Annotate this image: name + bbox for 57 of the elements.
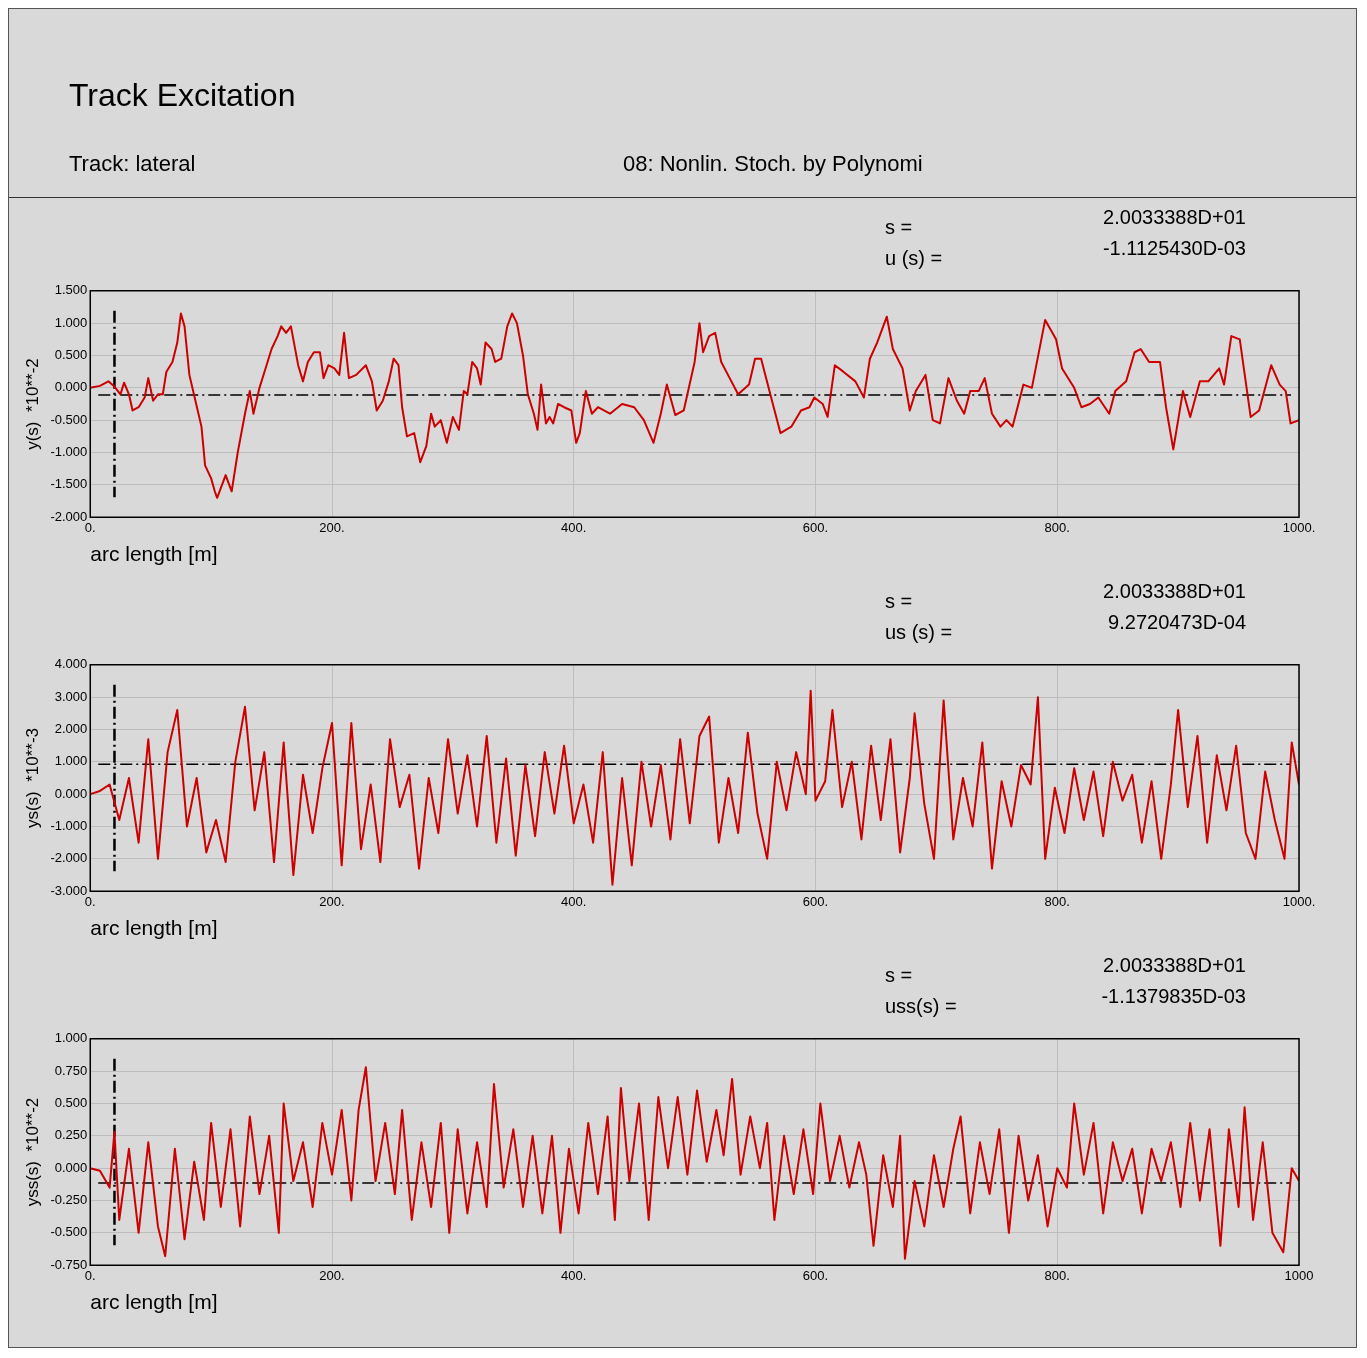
- y-tick-label: -2.000: [50, 850, 88, 866]
- y-tick-label: 1.000: [54, 1030, 88, 1046]
- x-tick-label: 400.: [561, 519, 587, 535]
- text: uss(s) =: [885, 995, 957, 1018]
- text: 2.0033388D+01: [1103, 206, 1246, 229]
- y-tick-label: -0.500: [50, 1224, 88, 1240]
- y-tick-label: 4.000: [54, 656, 88, 672]
- x-tick-label: 1000.: [1282, 519, 1316, 535]
- x-axis-title: arc length [m]: [90, 916, 218, 940]
- x-tick-label: 400.: [561, 1267, 587, 1283]
- y-tick-label: 0.000: [54, 1159, 88, 1175]
- y-tick-label: 0.500: [54, 347, 88, 363]
- y-tick-label: -1.000: [50, 818, 88, 834]
- text: 2.0033388D+01: [1103, 954, 1246, 977]
- y-axis-title: yss(s) *10**-2: [22, 1097, 42, 1207]
- x-axis-title: arc length [m]: [90, 1290, 218, 1314]
- y-tick-label: -1.000: [50, 444, 88, 460]
- x-tick-label: 1000: [1284, 1267, 1314, 1283]
- x-tick-label: 200.: [319, 1267, 345, 1283]
- text: us (s) =: [885, 621, 953, 644]
- text: -1.1125430D-03: [1102, 237, 1246, 260]
- x-tick-label: 800.: [1044, 893, 1070, 909]
- chart-title: Track Excitation: [69, 77, 296, 114]
- chart-subtitle: Track: lateral: [69, 151, 196, 177]
- text: 9.2720473D-04: [1108, 611, 1246, 634]
- y-axis-title: ys(s) *10**-3: [22, 727, 42, 829]
- text: 08: Nonlin. Stoch. by Polynomi: [623, 151, 923, 177]
- y-tick-label: 2.000: [54, 721, 88, 737]
- text: s =: [885, 590, 913, 613]
- y-tick-label: 1.000: [54, 753, 88, 769]
- text: 2.0033388D+01: [1103, 580, 1246, 603]
- x-tick-label: 1000.: [1282, 893, 1316, 909]
- y-tick-label: 0.000: [54, 785, 88, 801]
- y-tick-label: 0.500: [54, 1095, 88, 1111]
- x-tick-label: 600.: [802, 1267, 829, 1283]
- y-tick-label: 0.000: [54, 379, 88, 395]
- y-tick-label: 0.750: [54, 1062, 88, 1078]
- y-tick-label: 3.000: [54, 688, 88, 704]
- x-tick-label: 600.: [802, 519, 829, 535]
- text: -1.1379835D-03: [1101, 985, 1246, 1008]
- x-tick-label: 400.: [561, 893, 587, 909]
- y-axis-title: y(s) *10**-2: [22, 358, 42, 450]
- text: u (s) =: [885, 247, 943, 270]
- text: s =: [885, 216, 913, 239]
- x-axis-title: arc length [m]: [90, 542, 218, 566]
- y-tick-label: 1.500: [54, 282, 88, 298]
- y-tick-label: 1.000: [54, 314, 88, 330]
- x-tick-label: 200.: [319, 519, 345, 535]
- y-tick-label: -0.250: [50, 1192, 88, 1208]
- y-tick-label: -1.500: [50, 476, 88, 492]
- x-tick-label: 800.: [1044, 519, 1070, 535]
- x-tick-label: 800.: [1044, 1267, 1070, 1283]
- x-tick-label: 200.: [319, 893, 345, 909]
- text: s =: [885, 964, 913, 987]
- y-tick-label: -0.500: [50, 411, 88, 427]
- x-tick-label: 600.: [802, 893, 829, 909]
- y-tick-label: 0.250: [54, 1127, 88, 1143]
